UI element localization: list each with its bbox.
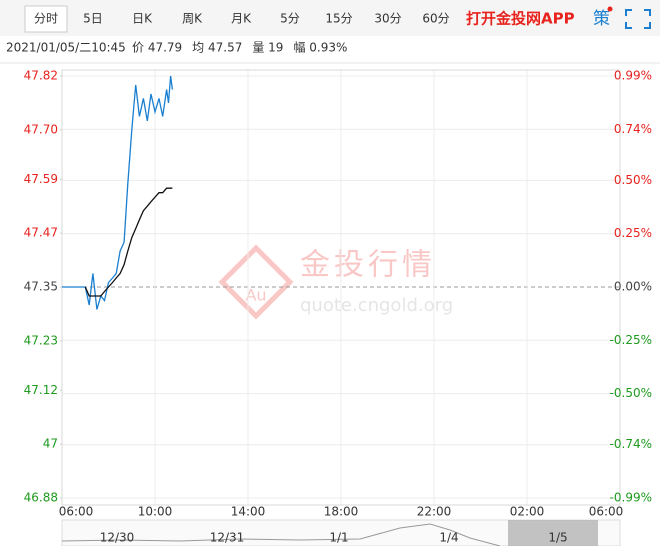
navigator-date: 1/5 [548, 531, 567, 545]
notice-dot [607, 6, 613, 12]
y2-tick-label: 0.99% [614, 69, 652, 83]
info-datetime: 2021/01/05/二10:45 [6, 41, 126, 55]
x-tick-label: 14:00 [231, 505, 266, 519]
y-tick-label: 47 [43, 437, 58, 451]
y-tick-label: 47.47 [24, 226, 58, 240]
y-tick-label: 47.35 [24, 280, 58, 294]
tab[interactable]: 5日 [83, 12, 103, 26]
info-item: 幅 0.93% [293, 40, 347, 55]
y2-tick-label: -0.74% [610, 437, 652, 451]
watermark-logo [218, 244, 294, 320]
y2-tick-label: 0.74% [614, 122, 652, 136]
series-line [62, 75, 174, 310]
strategy-button[interactable]: 策 [593, 9, 610, 29]
y-tick-label: 47.82 [24, 69, 58, 83]
navigator-date: 1/4 [439, 531, 458, 545]
watermark: Au 金投行情 quote.cngold.org [218, 244, 453, 320]
y2-tick-label: -0.99% [610, 491, 652, 505]
y-tick-label: 47.59 [24, 172, 58, 186]
grid [60, 70, 621, 505]
tab[interactable]: 分时 [34, 12, 58, 26]
info-item: 价 47.79 [132, 41, 182, 55]
y-tick-label: 47.70 [24, 122, 58, 136]
y-tick-label: 46.88 [24, 491, 58, 505]
x-tick-label: 06:00 [59, 505, 94, 519]
tabs: 分时 5日 日K 周K 月K 5分 15分 30分 60分 [34, 12, 450, 26]
navigator-date: 1/1 [329, 531, 348, 545]
y2-tick-label: 0.00% [614, 280, 652, 294]
app-link[interactable]: 打开金投网APP [466, 10, 575, 28]
x-tick-label: 02:00 [510, 505, 545, 519]
y2-tick-label: -0.50% [610, 386, 652, 400]
toolbar [0, 0, 660, 36]
x-tick-label: 10:00 [138, 505, 173, 519]
x-tick-label: 18:00 [324, 505, 359, 519]
info-item: 均 47.57 [192, 41, 242, 55]
y2-tick-label: 0.50% [614, 173, 652, 187]
navigator-date: 12/30 [100, 531, 135, 545]
tab[interactable]: 日K [132, 12, 153, 26]
series-line [84, 187, 173, 297]
tab[interactable]: 周K [182, 12, 203, 26]
watermark-brand: 金投行情 [300, 248, 436, 283]
navigator-window[interactable] [508, 520, 598, 546]
info-items: 价 47.79 均 47.57 量 19 幅 0.93% [132, 40, 347, 55]
info-item: 量 19 [252, 41, 283, 55]
tab[interactable]: 60分 [422, 12, 449, 26]
tab[interactable]: 30分 [374, 12, 401, 26]
plot: -0.99% 46.88 -0.74% 47 -0.50% 47.12 -0.25% 47.2… [24, 69, 652, 519]
navigator-date: 12/31 [210, 531, 245, 545]
y2-tick-label: 0.25% [614, 226, 652, 240]
navigator-sparkline [61, 523, 501, 547]
tab[interactable]: 15分 [325, 12, 352, 26]
fullscreen-button[interactable] [625, 9, 651, 29]
x-tick-label: 06:00 [589, 505, 624, 519]
y2-tick-label: -0.25% [610, 333, 652, 347]
tab[interactable]: 5分 [280, 12, 300, 26]
active-tab-box [24, 5, 68, 33]
watermark-site: quote.cngold.org [300, 295, 453, 316]
y-tick-label: 47.12 [24, 383, 58, 397]
navigator-dates: 12/30 12/31 1/1 1/4 1/5 [100, 531, 568, 545]
watermark-badge: Au [245, 286, 266, 305]
y-tick-label: 47.23 [24, 333, 58, 347]
tab[interactable]: 月K [231, 12, 252, 26]
x-tick-label: 22:00 [417, 505, 452, 519]
